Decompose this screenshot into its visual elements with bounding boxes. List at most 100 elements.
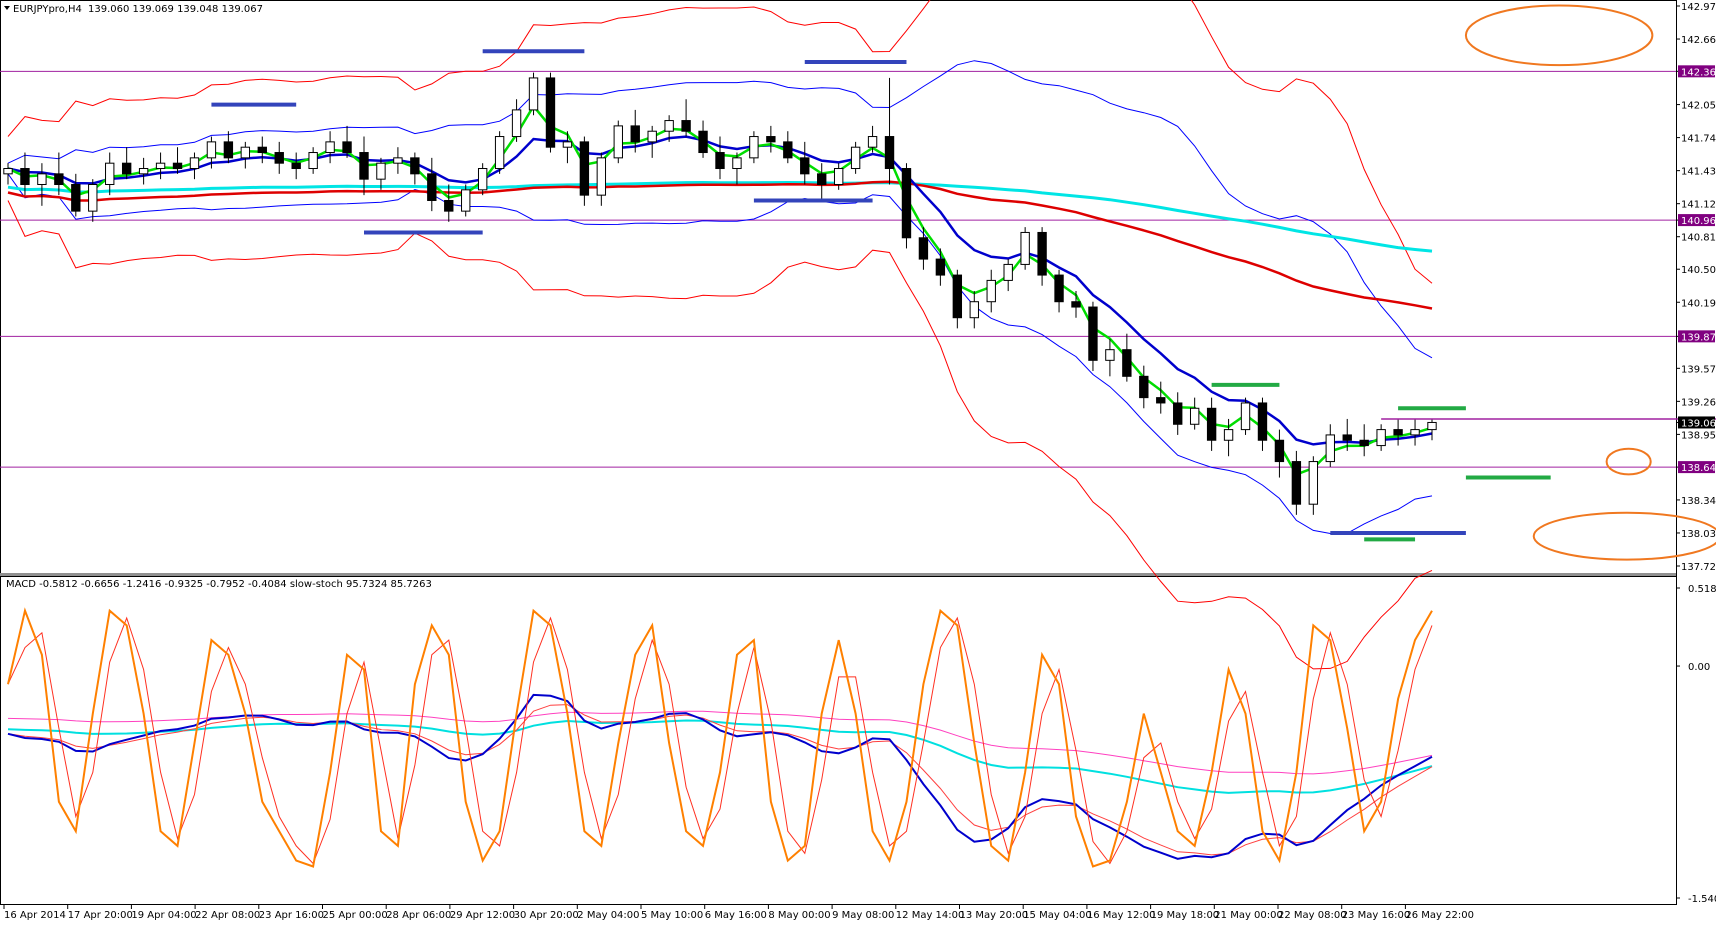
candle-body[interactable]	[681, 120, 691, 132]
candle-body[interactable]	[732, 157, 742, 170]
candle-body[interactable]	[850, 146, 861, 170]
candle-body[interactable]	[630, 125, 640, 143]
candle-body[interactable]	[545, 77, 556, 148]
stoch-main-line	[7, 607, 1433, 868]
candle-body[interactable]	[342, 141, 352, 154]
candle-body[interactable]	[121, 162, 132, 175]
candle-body[interactable]	[1071, 301, 1081, 308]
candle-body[interactable]	[291, 162, 301, 170]
candle-body[interactable]	[1342, 434, 1352, 441]
candle-body[interactable]	[1376, 429, 1386, 447]
time-tick-label: 26 May 22:00	[1405, 910, 1474, 921]
candle-body[interactable]	[88, 183, 98, 212]
candle-body[interactable]	[833, 168, 844, 185]
candle-body[interactable]	[969, 301, 979, 319]
candle-body[interactable]	[359, 152, 369, 180]
candle-body[interactable]	[1410, 429, 1420, 436]
candle-body[interactable]	[138, 168, 149, 175]
candle-body[interactable]	[393, 157, 403, 164]
candle-body[interactable]	[511, 109, 522, 138]
candle-body[interactable]	[1274, 439, 1285, 463]
candle-body[interactable]	[901, 168, 912, 239]
candle-body[interactable]	[240, 146, 251, 159]
candle-body[interactable]	[325, 141, 335, 154]
candle-body[interactable]	[410, 157, 420, 175]
candle-body[interactable]	[596, 157, 607, 196]
candle-body[interactable]	[664, 120, 674, 132]
price-tick-label: 138.030	[1681, 529, 1716, 540]
candle-body[interactable]	[1173, 402, 1183, 425]
candle-body[interactable]	[562, 141, 573, 148]
candle-body[interactable]	[206, 141, 217, 159]
price-axis[interactable]: 142.975 142.665 142.362 142.050 141.740 141.4…	[1676, 2, 1716, 573]
candle-body[interactable]	[1139, 375, 1149, 399]
time-tick-label: 21 May 00:00	[1214, 910, 1283, 921]
window-menu-icon[interactable]	[4, 6, 10, 10]
candle-body[interactable]	[37, 173, 47, 185]
candle-body[interactable]	[1189, 407, 1200, 425]
candle-body[interactable]	[986, 279, 996, 303]
candle-body[interactable]	[766, 136, 776, 143]
candle-body[interactable]	[1088, 306, 1098, 361]
candle-body[interactable]	[257, 146, 267, 154]
candle-body[interactable]	[477, 168, 488, 191]
candle-body[interactable]	[189, 157, 200, 170]
candle-body[interactable]	[800, 157, 810, 175]
price-tick-label: 138.340	[1681, 496, 1716, 507]
candle-body[interactable]	[71, 183, 81, 212]
candle-body[interactable]	[1393, 429, 1403, 436]
candle-body[interactable]	[1427, 421, 1437, 431]
candle-body[interactable]	[461, 189, 471, 212]
candle-body[interactable]	[172, 162, 183, 170]
price-tick-label: 140.195	[1681, 298, 1716, 309]
candle-body[interactable]	[20, 168, 30, 185]
candle-body[interactable]	[1206, 407, 1217, 441]
candle-body[interactable]	[749, 136, 759, 159]
candle-body[interactable]	[1003, 263, 1013, 281]
candle-body[interactable]	[613, 125, 623, 159]
candle-body[interactable]	[647, 130, 657, 143]
indicator-panel-frame	[0, 576, 1677, 905]
candle-body[interactable]	[952, 274, 963, 319]
candle-body[interactable]	[698, 130, 708, 154]
candle-body[interactable]	[274, 152, 284, 164]
candle-body[interactable]	[1020, 231, 1030, 265]
candle-body[interactable]	[494, 136, 505, 170]
candle-body[interactable]	[1105, 349, 1115, 361]
candle-body[interactable]	[884, 136, 895, 170]
candle-body[interactable]	[3, 168, 13, 175]
indicator-tick-label: 0.00	[1688, 662, 1710, 673]
candle-body[interactable]	[918, 237, 929, 260]
candle-body[interactable]	[1223, 429, 1234, 441]
candle-body[interactable]	[1308, 461, 1319, 505]
candle-body[interactable]	[1359, 439, 1369, 447]
candle-body[interactable]	[783, 141, 793, 159]
candle-body[interactable]	[105, 162, 115, 185]
candle-body[interactable]	[308, 152, 318, 170]
candle-body[interactable]	[579, 141, 590, 196]
candle-body[interactable]	[935, 258, 946, 276]
candlesticks[interactable]	[3, 72, 1437, 515]
candle-body[interactable]	[1122, 349, 1132, 377]
candle-body[interactable]	[867, 136, 878, 148]
candle-body[interactable]	[1240, 402, 1251, 431]
candle-body[interactable]	[54, 173, 64, 185]
candle-body[interactable]	[715, 152, 725, 170]
candle-body[interactable]	[223, 141, 234, 159]
candle-body[interactable]	[1291, 461, 1302, 505]
candle-body[interactable]	[376, 162, 386, 180]
candle-body[interactable]	[1037, 231, 1047, 276]
candle-body[interactable]	[444, 199, 454, 212]
candle-body[interactable]	[1156, 397, 1166, 404]
candle-body[interactable]	[1325, 434, 1335, 463]
time-tick-label: 12 May 14:00	[896, 910, 965, 921]
candle-body[interactable]	[427, 173, 437, 201]
candle-body[interactable]	[1054, 274, 1064, 303]
candle-body[interactable]	[155, 162, 166, 170]
candle-body[interactable]	[817, 173, 827, 185]
price-tick-label: 142.362	[1681, 67, 1716, 78]
candle-body[interactable]	[1257, 402, 1268, 441]
candle-body[interactable]	[528, 77, 539, 111]
